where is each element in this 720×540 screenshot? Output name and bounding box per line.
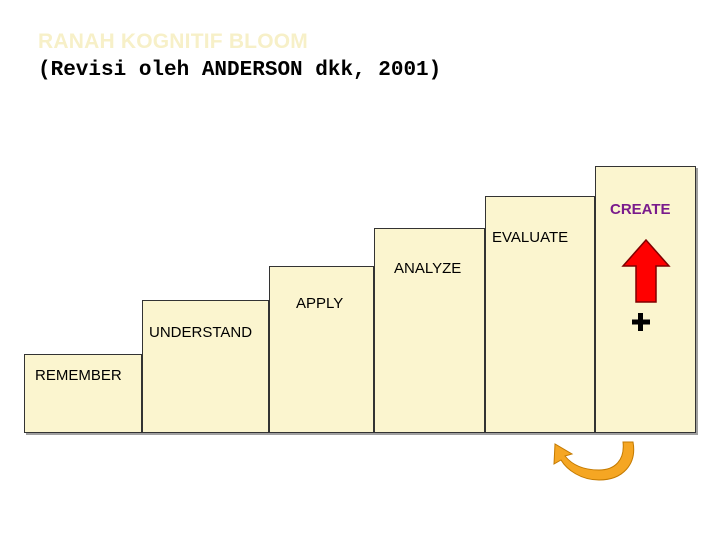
step-evaluate [485, 196, 595, 433]
step-understand [142, 300, 269, 433]
plus-icon [632, 313, 650, 331]
step-label-evaluate: EVALUATE [492, 229, 569, 246]
step-label-remember: REMEMBER [35, 367, 122, 384]
curved-arrow-icon [553, 441, 635, 481]
slide-title: RANAH KOGNITIF BLOOM [38, 30, 308, 53]
slide-subtitle: (Revisi oleh ANDERSON dkk, 2001) [38, 59, 442, 82]
step-analyze [374, 228, 485, 433]
up-arrow-icon [621, 238, 671, 303]
step-apply [269, 266, 374, 433]
step-label-analyze: ANALYZE [394, 260, 462, 277]
step-remember [24, 354, 142, 433]
step-label-apply: APPLY [296, 295, 344, 312]
step-label-create: CREATE [610, 201, 671, 218]
step-label-understand: UNDERSTAND [149, 324, 253, 341]
